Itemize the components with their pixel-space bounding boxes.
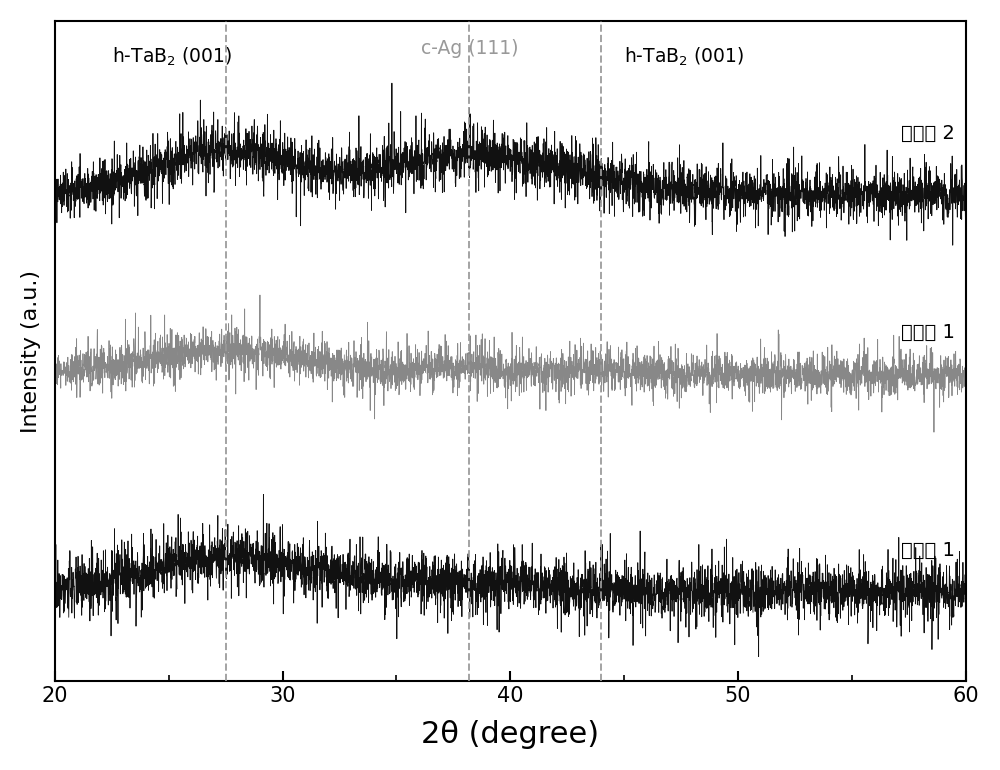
- Y-axis label: Intensity (a.u.): Intensity (a.u.): [21, 270, 41, 433]
- Text: 实施例 2: 实施例 2: [901, 123, 954, 142]
- Text: h-TaB$_2$ (001): h-TaB$_2$ (001): [112, 45, 232, 68]
- Text: c-Ag (111): c-Ag (111): [421, 39, 518, 59]
- Text: 对比例 1: 对比例 1: [901, 541, 954, 560]
- Text: h-TaB$_2$ (001): h-TaB$_2$ (001): [624, 45, 744, 68]
- X-axis label: 2θ (degree): 2θ (degree): [421, 720, 599, 749]
- Text: 实施例 1: 实施例 1: [901, 323, 954, 342]
